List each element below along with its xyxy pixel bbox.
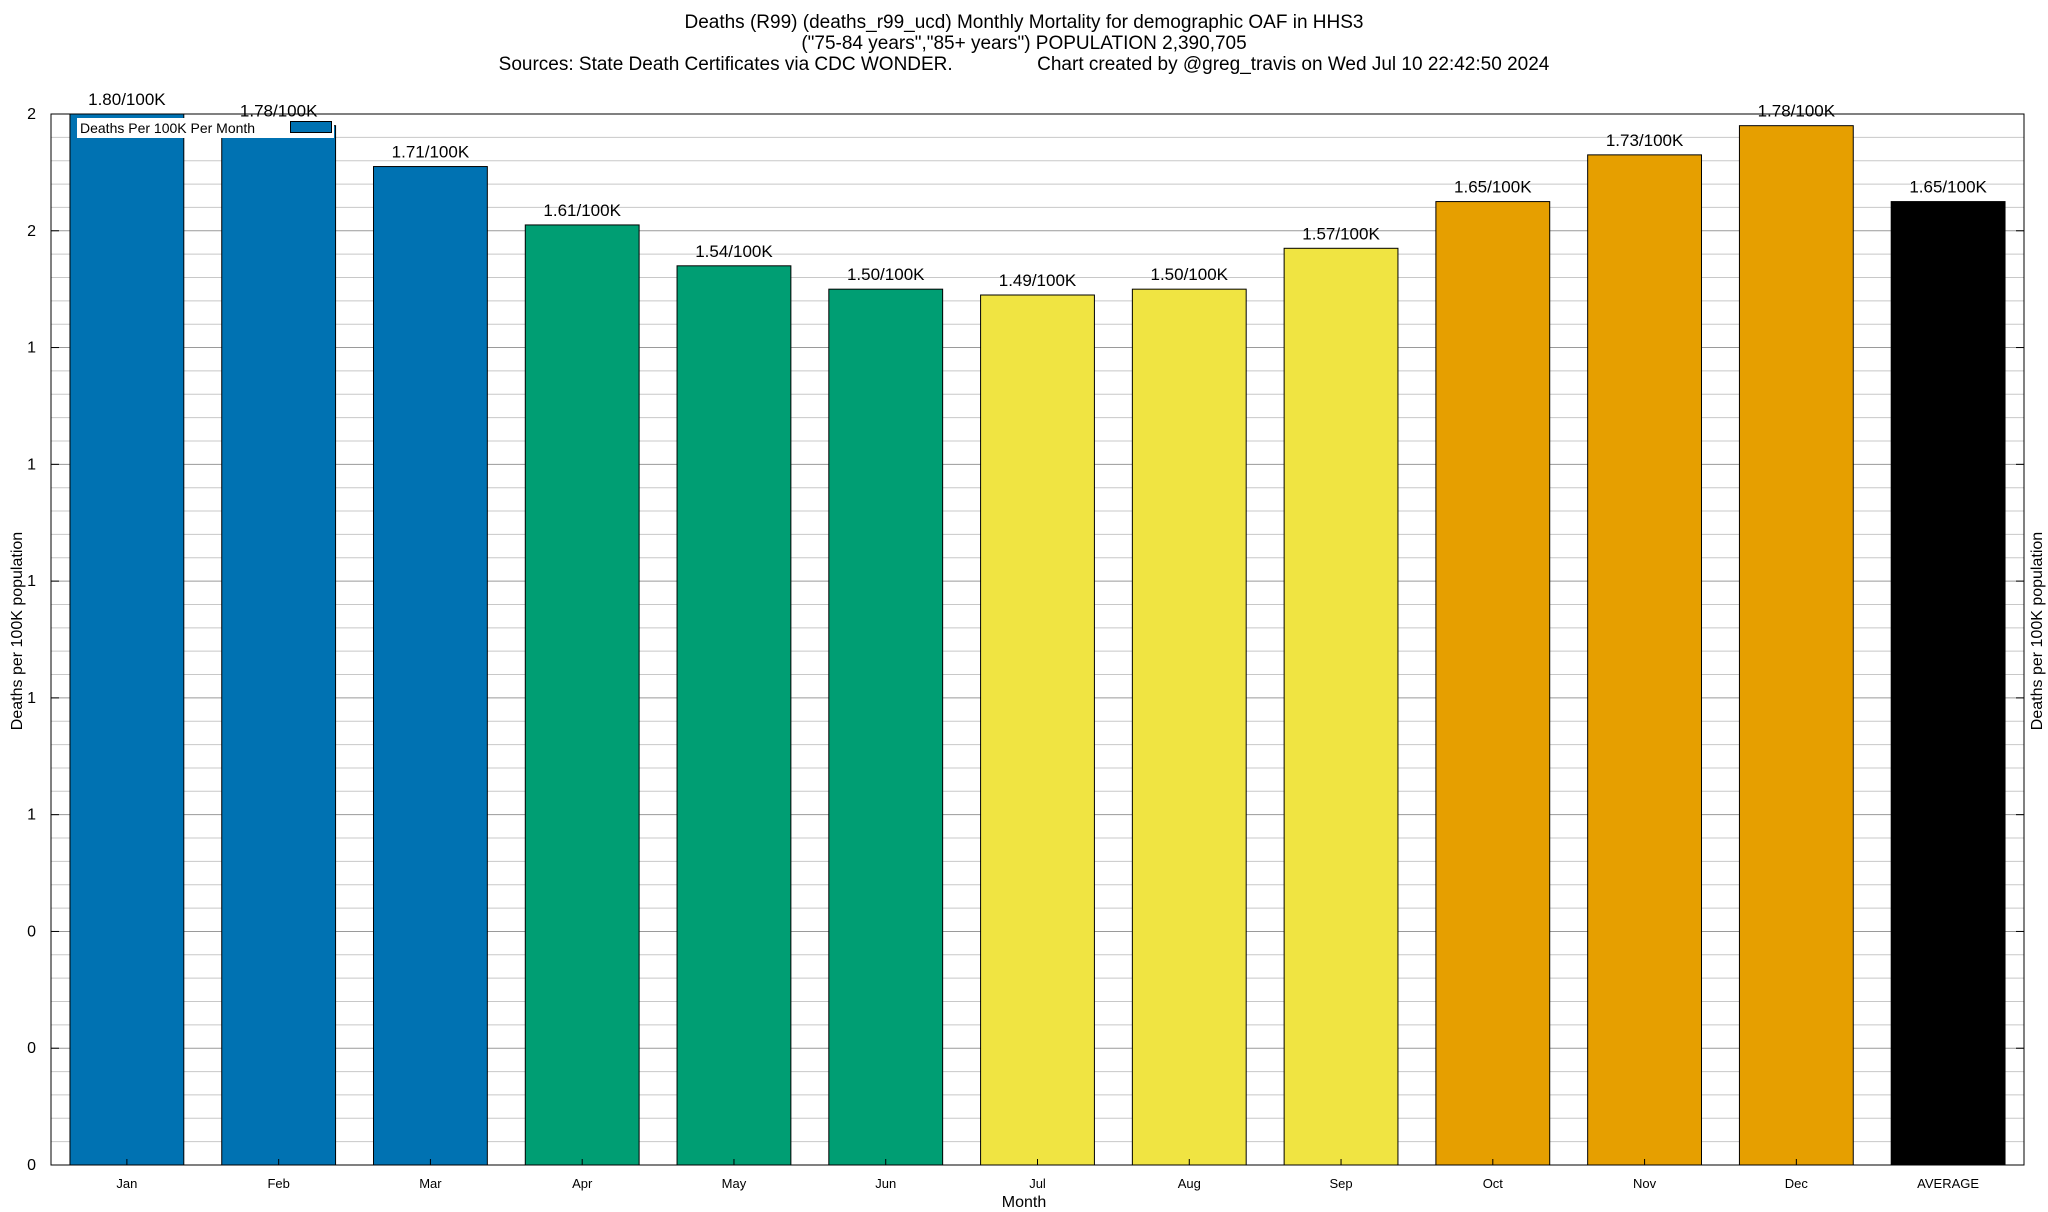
data-label: 1.65/100K (1909, 178, 1987, 197)
data-label: 1.78/100K (1758, 102, 1836, 121)
bar-feb (221, 125, 337, 1166)
x-axis-label: Month (1001, 1194, 1047, 1211)
y-tick-label: 0 (27, 1040, 36, 1057)
x-tick-label: Aug (1178, 1176, 1201, 1191)
bar-mar (373, 166, 488, 1166)
y-tick-label: 1 (27, 807, 36, 824)
y-tick-label: 2 (27, 106, 36, 123)
data-label: 1.57/100K (1302, 224, 1380, 243)
plot-frame (50, 113, 2025, 1166)
bar-nov (1587, 154, 1702, 1166)
x-tick-label: Jul (1029, 1176, 1046, 1191)
title-line-3: Sources: State Death Certificates via CD… (498, 54, 1550, 75)
bar-apr (524, 224, 640, 1166)
title-line-2: ("75-84 years","85+ years") POPULATION 2… (801, 33, 1247, 54)
y-tick-label: 1 (27, 340, 36, 357)
data-label: 1.80/100K (88, 90, 166, 109)
bars (69, 113, 2006, 1166)
data-label: 1.65/100K (1454, 178, 1532, 197)
x-tick-label: May (722, 1176, 747, 1191)
data-labels: 1.80/100K 1.78/100K 1.71/100K 1.61/100K 1.54… (88, 90, 1987, 290)
data-label: 1.61/100K (543, 201, 621, 220)
chart-title: Deaths (R99) (deaths_r99_ucd) Monthly Mo… (0, 12, 2048, 75)
data-label: 1.49/100K (999, 271, 1077, 290)
y-tick-label: 0 (27, 1157, 36, 1174)
bar-jul (980, 294, 1095, 1166)
y-tick-label: 0 (27, 923, 36, 940)
y-tick-label: 1 (27, 690, 36, 707)
y-axis-label-right: Deaths per 100K population (2029, 531, 2046, 731)
x-tick-label: Sep (1329, 1176, 1352, 1191)
x-tick-label: Jun (875, 1176, 896, 1191)
y-tick-label: 2 (27, 223, 36, 240)
legend: Deaths Per 100K Per Month (77, 118, 334, 138)
data-label: 1.50/100K (1151, 265, 1229, 284)
data-label: 1.54/100K (695, 242, 773, 261)
x-tick-label: AVERAGE (1917, 1176, 1979, 1191)
bar-jan (69, 113, 185, 1166)
x-tick-label: Oct (1483, 1176, 1504, 1191)
x-tick-label: Apr (572, 1176, 593, 1191)
bar-sep (1283, 247, 1399, 1166)
y-axis-label-left: Deaths per 100K population (9, 531, 26, 731)
legend-swatch (290, 121, 332, 133)
x-tick-label: Feb (267, 1176, 289, 1191)
bar-dec (1738, 125, 1854, 1166)
title-line-1: Deaths (R99) (deaths_r99_ucd) Monthly Mo… (684, 12, 1364, 33)
legend-label: Deaths Per 100K Per Month (80, 120, 256, 136)
x-tick-label: Nov (1633, 1176, 1657, 1191)
x-tick-labels: Jan Feb Mar Apr May Jun Jul Aug Sep Oct Nov Dec AVER… (116, 1159, 1979, 1191)
x-tick-label: Jan (116, 1176, 137, 1191)
bar-average (1890, 201, 2006, 1166)
data-label: 1.71/100K (392, 143, 470, 162)
data-label: 1.78/100K (240, 102, 318, 121)
y-tick-label: 1 (27, 456, 36, 473)
y-tick-label: 1 (27, 573, 36, 590)
bar-jun (828, 288, 944, 1166)
bar-aug (1131, 288, 1247, 1166)
x-tick-label: Dec (1785, 1176, 1809, 1191)
bar-may (676, 265, 792, 1166)
data-label: 1.50/100K (847, 265, 925, 284)
bar-oct (1435, 201, 1551, 1166)
x-tick-label: Mar (419, 1176, 442, 1191)
data-label: 1.73/100K (1606, 131, 1684, 150)
